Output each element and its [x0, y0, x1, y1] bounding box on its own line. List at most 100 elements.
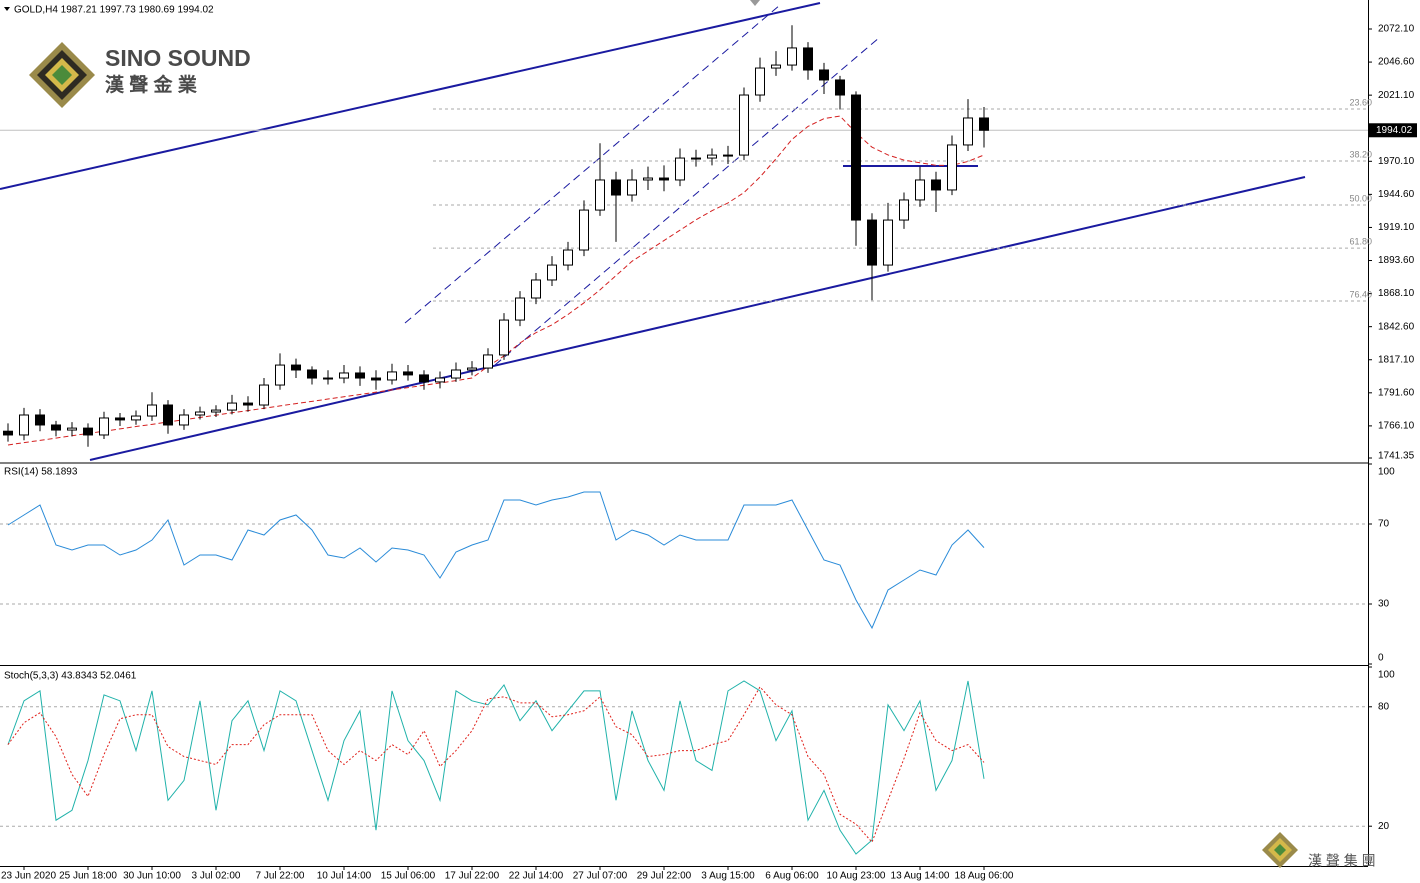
- candle-body: [243, 402, 253, 406]
- candle-body: [627, 179, 637, 196]
- candle-body: [371, 377, 381, 381]
- marker: [750, 0, 760, 6]
- x-tick-label: 6 Aug 06:00: [765, 871, 819, 882]
- rsi-title: RSI(14) 58.1893: [4, 467, 78, 478]
- candle-body: [771, 64, 781, 69]
- candle-body: [883, 219, 893, 266]
- candle-body: [163, 404, 173, 426]
- candle-body: [3, 430, 13, 436]
- candle-body: [915, 179, 925, 201]
- candle-body: [579, 209, 589, 251]
- candle-body: [755, 67, 765, 96]
- candle-body: [691, 157, 701, 160]
- candle-body: [323, 377, 333, 380]
- candle-body: [99, 417, 109, 436]
- candle-body: [211, 409, 221, 413]
- channel-line: [494, 36, 881, 366]
- y-tick-label: 1944.60: [1378, 189, 1415, 200]
- fib-label: 23.60: [1349, 97, 1372, 107]
- y-tick-label: 1741.35: [1378, 451, 1415, 462]
- fib-label: 50.00: [1349, 193, 1372, 203]
- candle-body: [547, 264, 557, 281]
- candle-body: [147, 404, 157, 417]
- trendline: [89, 176, 1306, 461]
- y-tick-label: 1893.60: [1378, 255, 1415, 266]
- logo: SINO SOUND 漢 聲 金 業: [29, 42, 251, 108]
- y-tick-label: 80: [1378, 701, 1390, 712]
- y-tick-label: 100: [1378, 467, 1395, 478]
- indicator-line: [7, 680, 985, 855]
- fib-label: 76.40: [1349, 289, 1372, 299]
- y-tick-label: 1842.60: [1378, 321, 1415, 332]
- candle-body: [307, 369, 317, 379]
- channel-line: [404, 4, 781, 324]
- candle-body: [259, 384, 269, 406]
- candle-body: [803, 47, 813, 71]
- candle-body: [419, 374, 429, 383]
- y-tick-label: 20: [1378, 821, 1390, 832]
- fib-label: 38.20: [1349, 149, 1372, 159]
- x-tick-label: 10 Aug 23:00: [827, 871, 886, 882]
- x-tick-label: 7 Jul 22:00: [256, 871, 305, 882]
- trendline: [0, 2, 821, 190]
- candle-body: [291, 364, 301, 371]
- candle-body: [131, 415, 141, 421]
- candle-body: [355, 372, 365, 379]
- x-tick-label: 29 Jul 22:00: [637, 871, 692, 882]
- candle-body: [19, 414, 29, 436]
- candle-body: [979, 117, 989, 131]
- indicator-line: [7, 491, 985, 630]
- y-tick-label: 2021.10: [1378, 90, 1415, 101]
- fib-label: 61.80: [1349, 236, 1372, 246]
- candle-body: [819, 69, 829, 81]
- candle-body: [707, 154, 717, 159]
- candle-body: [675, 157, 685, 181]
- y-tick-label: 30: [1378, 599, 1390, 610]
- candle-body: [643, 177, 653, 181]
- candle-body: [339, 372, 349, 379]
- candle-body: [451, 369, 461, 379]
- y-tick-label: 2046.60: [1378, 57, 1415, 68]
- candle-body: [723, 154, 733, 157]
- logo-text: SINO SOUND: [105, 45, 251, 71]
- candle-body: [83, 427, 93, 436]
- y-tick-label: 70: [1378, 519, 1390, 530]
- x-tick-label: 30 Jun 10:00: [123, 871, 181, 882]
- candle-body: [179, 414, 189, 426]
- x-tick-label: 13 Aug 14:00: [891, 871, 950, 882]
- x-tick-label: 27 Jul 07:00: [573, 871, 628, 882]
- corner-logo: 漢 聲 集 團: [1262, 832, 1376, 869]
- candle-body: [387, 371, 397, 381]
- candle-body: [931, 179, 941, 191]
- candle-body: [867, 219, 877, 266]
- logo-subtext: 漢 聲 金 業: [105, 73, 198, 96]
- menu-triangle: [4, 7, 10, 11]
- x-tick-label: 10 Jul 14:00: [317, 871, 372, 882]
- candle-body: [787, 47, 797, 66]
- x-tick-label: 15 Jul 06:00: [381, 871, 436, 882]
- candle-body: [195, 411, 205, 416]
- candle-body: [659, 177, 669, 181]
- y-tick-label: 2072.10: [1378, 24, 1415, 35]
- candle-body: [115, 417, 125, 421]
- candle-body: [835, 79, 845, 96]
- candle-body: [963, 117, 973, 146]
- x-tick-label: 25 Jun 18:00: [59, 871, 117, 882]
- candle-body: [51, 424, 61, 431]
- candle-body: [563, 249, 573, 266]
- candle-body: [851, 94, 861, 221]
- candle-body: [899, 199, 909, 221]
- y-tick-label: 1817.10: [1378, 354, 1415, 365]
- last-price-label: 1994.02: [1376, 125, 1413, 136]
- candle-body: [67, 427, 77, 431]
- indicator-line: [7, 686, 985, 844]
- x-tick-label: 22 Jul 14:00: [509, 871, 564, 882]
- candle-body: [35, 414, 45, 426]
- candle-body: [227, 402, 237, 411]
- candle-body: [515, 297, 525, 321]
- stoch-title: Stoch(5,3,3) 43.8343 52.0461: [4, 671, 137, 682]
- y-tick-label: 1766.10: [1378, 421, 1415, 432]
- y-tick-label: 100: [1378, 670, 1395, 681]
- candle-body: [739, 94, 749, 156]
- y-tick-label: 1868.10: [1378, 288, 1415, 299]
